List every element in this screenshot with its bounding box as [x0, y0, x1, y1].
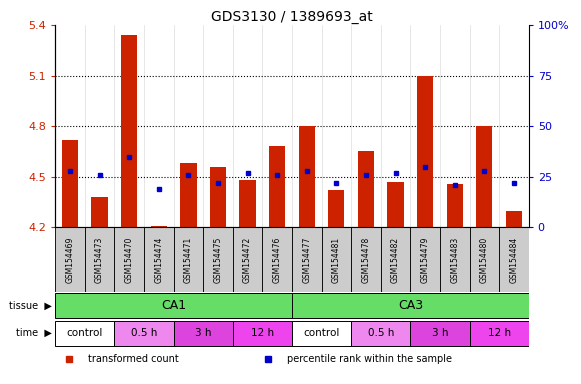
Text: GSM154480: GSM154480 [480, 237, 489, 283]
Bar [506, 210, 522, 227]
Text: time  ▶: time ▶ [16, 328, 52, 338]
Text: control: control [67, 328, 103, 338]
Bar [321, 227, 351, 292]
Bar [292, 227, 321, 292]
Bar [144, 227, 174, 292]
Text: 3 h: 3 h [432, 328, 448, 338]
Bar [55, 321, 114, 346]
Bar [351, 321, 410, 346]
Text: GSM154470: GSM154470 [125, 237, 134, 283]
Text: GSM154472: GSM154472 [243, 237, 252, 283]
Bar [469, 321, 529, 346]
Bar [239, 180, 256, 227]
Text: CA3: CA3 [398, 299, 423, 312]
Text: GSM154478: GSM154478 [361, 237, 371, 283]
Text: 0.5 h: 0.5 h [368, 328, 394, 338]
Bar [440, 227, 469, 292]
Bar [114, 227, 144, 292]
Bar [85, 227, 114, 292]
Text: GSM154474: GSM154474 [155, 237, 163, 283]
Bar [62, 140, 78, 227]
Text: GSM154469: GSM154469 [66, 237, 74, 283]
Bar [299, 126, 315, 227]
Text: 0.5 h: 0.5 h [131, 328, 157, 338]
Bar [91, 197, 107, 227]
Bar [476, 126, 493, 227]
Text: GSM154476: GSM154476 [272, 237, 282, 283]
Bar [203, 227, 233, 292]
Text: percentile rank within the sample: percentile rank within the sample [287, 354, 452, 364]
Bar [328, 190, 345, 227]
Bar [292, 293, 529, 318]
Bar [180, 163, 196, 227]
Text: GSM154473: GSM154473 [95, 237, 104, 283]
Bar [358, 152, 374, 227]
Bar [351, 227, 381, 292]
Text: GSM154482: GSM154482 [391, 237, 400, 283]
Bar [55, 293, 292, 318]
Bar [410, 321, 469, 346]
Text: control: control [303, 328, 340, 338]
Bar [263, 227, 292, 292]
Bar [233, 227, 263, 292]
Text: GSM154483: GSM154483 [450, 237, 459, 283]
Bar [381, 227, 410, 292]
Bar [150, 226, 167, 227]
Bar [292, 321, 351, 346]
Bar [417, 76, 433, 227]
Text: GSM154479: GSM154479 [421, 237, 429, 283]
Text: 12 h: 12 h [487, 328, 511, 338]
Bar [447, 184, 463, 227]
Text: 3 h: 3 h [195, 328, 211, 338]
Text: GSM154484: GSM154484 [510, 237, 518, 283]
Bar [121, 35, 137, 227]
Bar [388, 182, 404, 227]
Bar [469, 227, 499, 292]
Bar [410, 227, 440, 292]
Bar [55, 227, 85, 292]
Text: tissue  ▶: tissue ▶ [9, 301, 52, 311]
Bar [233, 321, 292, 346]
Bar [174, 227, 203, 292]
Text: GSM154475: GSM154475 [213, 237, 223, 283]
Text: GSM154481: GSM154481 [332, 237, 341, 283]
Text: CA1: CA1 [161, 299, 186, 312]
Text: transformed count: transformed count [88, 354, 179, 364]
Bar [210, 167, 226, 227]
Bar [174, 321, 233, 346]
Text: GSM154477: GSM154477 [302, 237, 311, 283]
Bar [269, 146, 285, 227]
Bar [499, 227, 529, 292]
Bar [114, 321, 174, 346]
Text: GSM154471: GSM154471 [184, 237, 193, 283]
Title: GDS3130 / 1389693_at: GDS3130 / 1389693_at [211, 10, 373, 24]
Text: 12 h: 12 h [251, 328, 274, 338]
